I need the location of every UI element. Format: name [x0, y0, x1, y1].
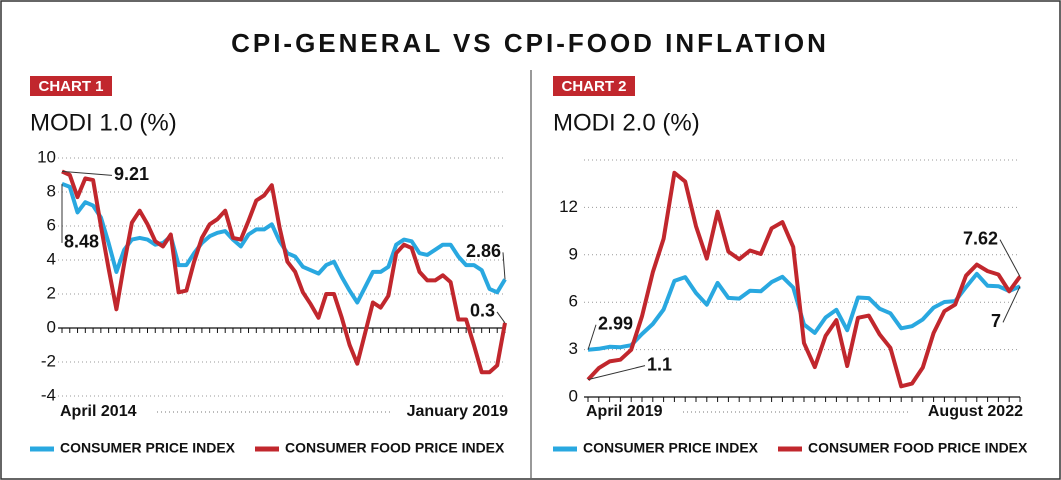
- y-tick-label: 3: [569, 339, 578, 358]
- x-tick-label: January 2019: [407, 403, 509, 420]
- line-series: [587, 271, 1021, 352]
- y-tick-label: 0: [47, 317, 56, 336]
- y-tick-label: 6: [569, 292, 578, 311]
- annotation-leader: [1002, 286, 1021, 323]
- page-title: CPI-GENERAL VS CPI-FOOD INFLATION: [231, 28, 829, 58]
- y-tick-label: 6: [47, 215, 56, 234]
- y-tick-label: -2: [41, 351, 56, 370]
- annotation-leader: [999, 239, 1021, 277]
- legend-label: CONSUMER FOOD PRICE INDEX: [285, 440, 505, 456]
- y-tick-label: 4: [47, 249, 56, 268]
- x-tick-label: April 2014: [60, 403, 137, 420]
- x-tick-label: April 2019: [586, 403, 663, 420]
- data-label: 8.48: [64, 232, 99, 252]
- annotation-leader: [502, 252, 506, 280]
- data-label: 2.99: [598, 314, 633, 334]
- data-label: 7.62: [963, 228, 998, 248]
- y-tick-label: 9: [569, 244, 578, 263]
- x-tick-label: August 2022: [928, 403, 1023, 420]
- chart-label-box: [553, 76, 635, 96]
- data-label: 1.1: [647, 354, 672, 374]
- y-tick-label: 0: [569, 386, 578, 405]
- data-label: 9.21: [114, 164, 149, 184]
- annotation-leader: [496, 311, 506, 324]
- line-series: [61, 169, 507, 375]
- chart-label-box: [30, 76, 112, 96]
- chart-title: MODI 1.0 (%): [30, 109, 177, 136]
- annotation-leader: [587, 365, 646, 381]
- y-tick-label: -4: [41, 385, 56, 404]
- y-tick-label: 10: [37, 147, 56, 166]
- y-tick-label: 12: [559, 197, 578, 216]
- chart-title: MODI 2.0 (%): [553, 109, 700, 136]
- data-label: 0.3: [470, 301, 495, 321]
- line-series: [586, 170, 1022, 389]
- chart-label: CHART 1: [38, 78, 103, 95]
- chart-label: CHART 2: [561, 78, 626, 95]
- annotation-leader: [587, 324, 597, 350]
- legend-label: CONSUMER PRICE INDEX: [60, 440, 236, 456]
- annotation-leader: [61, 170, 113, 176]
- legend-label: CONSUMER PRICE INDEX: [583, 440, 759, 456]
- data-label: 2.86: [466, 241, 501, 261]
- y-tick-label: 8: [47, 181, 56, 200]
- y-tick-label: 2: [47, 283, 56, 302]
- legend-label: CONSUMER FOOD PRICE INDEX: [808, 440, 1028, 456]
- data-label: 7: [991, 311, 1001, 331]
